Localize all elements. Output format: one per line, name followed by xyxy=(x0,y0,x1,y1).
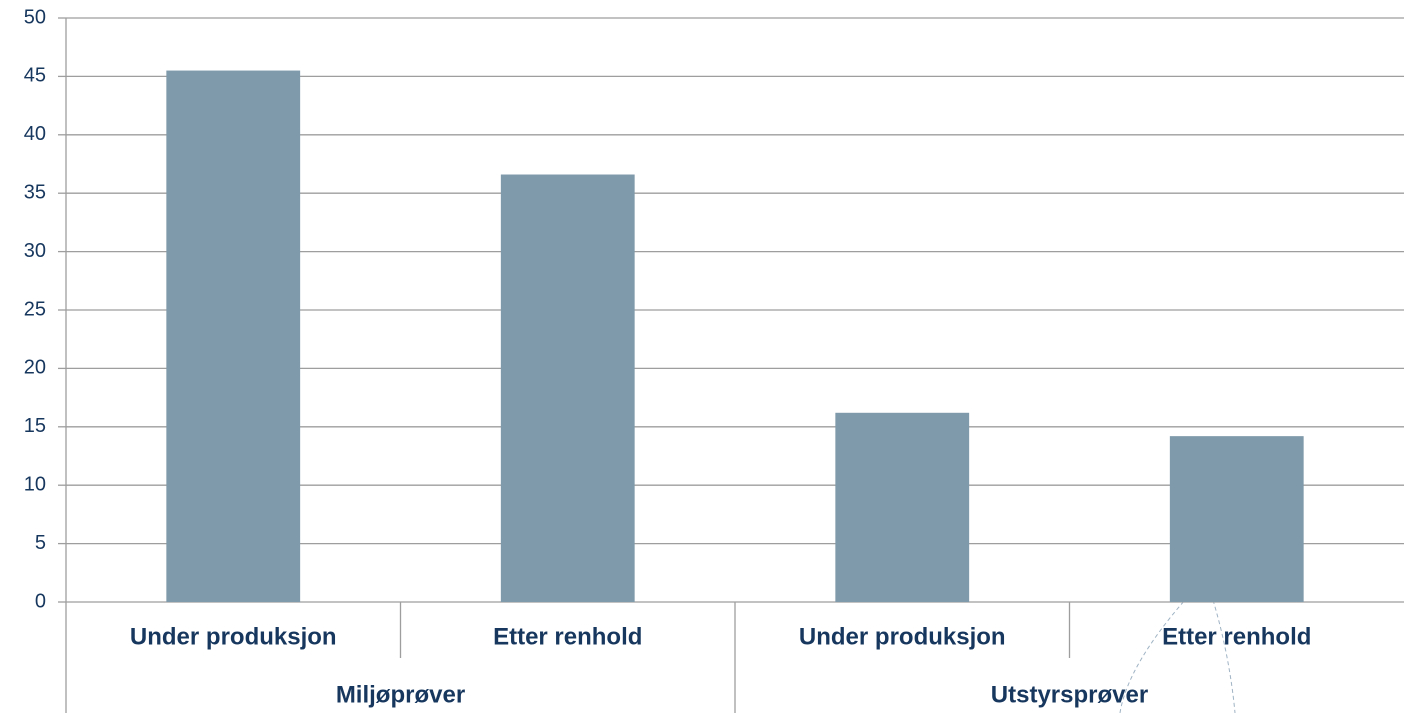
x-tick-label: Under produksjon xyxy=(799,623,1006,650)
y-tick-label: 5 xyxy=(35,532,46,554)
y-tick-label: 45 xyxy=(24,65,46,87)
group-label: Miljøprøver xyxy=(336,681,465,708)
y-tick-label: 25 xyxy=(24,298,46,320)
bar xyxy=(166,70,301,602)
decoration xyxy=(1119,599,1186,713)
bar xyxy=(500,174,635,602)
y-tick-label: 30 xyxy=(24,240,46,262)
x-tick-label: Etter renhold xyxy=(1162,623,1311,650)
y-tick-label: 35 xyxy=(24,181,46,203)
bar xyxy=(1169,436,1304,602)
group-label: Utstyrsprøver xyxy=(991,681,1148,708)
y-tick-label: 20 xyxy=(24,357,46,379)
x-tick-label: Etter renhold xyxy=(493,623,642,650)
y-tick-label: 15 xyxy=(24,415,46,437)
y-tick-label: 50 xyxy=(24,6,46,28)
decoration xyxy=(1212,599,1236,713)
y-tick-label: 10 xyxy=(24,473,46,495)
y-tick-label: 40 xyxy=(24,123,46,145)
y-tick-label: 0 xyxy=(35,590,46,612)
bar xyxy=(835,412,970,602)
x-tick-label: Under produksjon xyxy=(130,623,337,650)
